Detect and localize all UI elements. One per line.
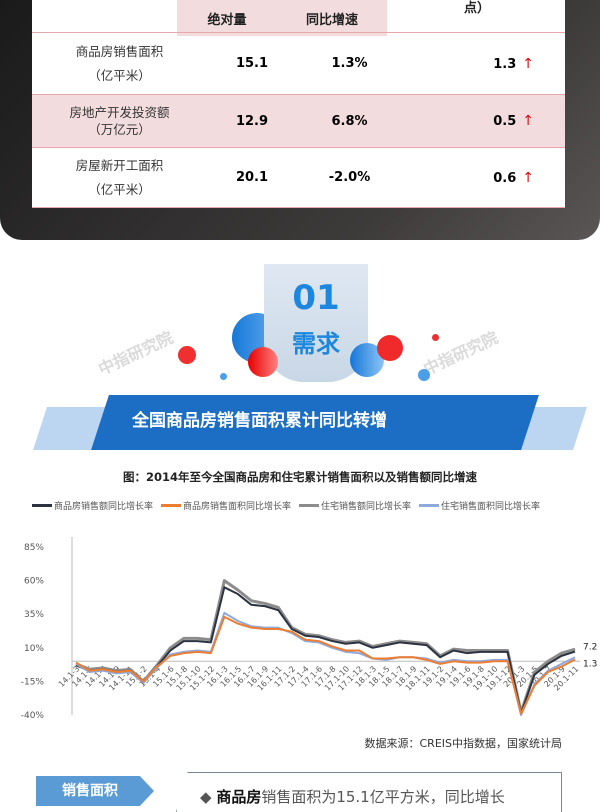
row-unit: （亿平米） <box>88 181 151 197</box>
watermark: 中指研究院 <box>95 327 176 379</box>
decor-ball <box>418 369 430 381</box>
tablet-frame: 绝对量 同比增速 点） 商品房销售面积 （亿平米） 15.1 1.3% 1.3 ↑ … <box>0 0 600 240</box>
row-growth: -2.0% <box>328 170 371 185</box>
legend-item: 住宅销售额同比增长率 <box>299 499 411 512</box>
y-tick-label: 60% <box>24 577 44 587</box>
stats-table: 绝对量 同比增速 点） 商品房销售面积 （亿平米） 15.1 1.3% 1.3 ↑ … <box>32 0 565 208</box>
y-tick-label: 85% <box>24 543 44 553</box>
row-growth: 1.3% <box>331 56 368 71</box>
row-unit: （亿平米） <box>88 67 151 83</box>
row-value: 20.1 <box>235 170 269 185</box>
decor-ball <box>377 335 403 361</box>
header-change: 点） <box>463 0 490 16</box>
section-label: 需求 <box>292 330 340 358</box>
series-line <box>75 615 576 715</box>
arrow-up-icon: ↑ <box>522 169 534 186</box>
decor-ball <box>248 347 278 377</box>
row-change: 1.3 <box>493 56 517 72</box>
row-name: 房地产开发投资额 <box>69 105 170 120</box>
header-growth: 同比增速 <box>277 0 387 36</box>
data-source: 数据来源：CREIS中指数据，国家统计局 <box>364 737 563 750</box>
table-row: 房屋新开工面积 （亿平米） 20.1 -2.0% 0.6 ↑ <box>32 147 565 208</box>
row-name: 商品房销售面积 <box>75 43 164 59</box>
row-value: 15.1 <box>235 56 269 71</box>
line-chart: 85%60%35%10%-15%-40%14.1-314.1-514.1-714… <box>21 537 597 721</box>
section-banner-title: 全国商品房销售面积累计同比转增 <box>132 411 387 431</box>
decor-ball <box>432 334 439 341</box>
legend-item: 住宅销售面积同比增长率 <box>419 499 540 512</box>
row-change: 0.5 <box>493 114 517 129</box>
chart-title: 图：2014年至今全国商品房和住宅累计销售面积以及销售额同比增速 <box>122 470 477 484</box>
table-row: 商品房销售面积 （亿平米） 15.1 1.3% 1.3 ↑ <box>32 32 565 94</box>
chart-legend: 商品房销售额同比增长率 商品房销售面积同比增长率 住宅销售额同比增长率 住宅销售… <box>32 499 540 512</box>
end-label: 1.3 <box>583 659 597 669</box>
row-change: 0.6 <box>493 170 517 186</box>
table-row: 房地产开发投资额 （万亿元） 12.9 6.8% 0.5 ↑ <box>32 94 565 147</box>
y-tick-label: 35% <box>24 610 44 620</box>
row-unit: （万亿元） <box>88 122 151 137</box>
arrow-up-icon: ↑ <box>522 55 534 72</box>
legend-item: 商品房销售面积同比增长率 <box>161 499 291 512</box>
section-header: 中指研究院 中指研究院 01 需求 全国商品房销售面积累计同比转增 <box>0 255 600 465</box>
row-growth: 6.8% <box>331 113 368 129</box>
y-tick-label: 10% <box>24 644 44 654</box>
header-absolute: 绝对量 <box>177 0 277 36</box>
decor-ball <box>178 346 196 364</box>
tab-sales-area[interactable]: 销售面积 <box>36 776 154 806</box>
summary-text: ◆ 商品房销售面积为15.1亿平方米，同比增长 <box>200 788 505 806</box>
decor-ball <box>220 373 227 380</box>
end-label: 7.2 <box>583 643 597 653</box>
y-tick-label: -40% <box>21 711 45 721</box>
row-value: 12.9 <box>235 113 269 129</box>
legend-item: 商品房销售额同比增长率 <box>32 499 153 512</box>
series-line <box>75 611 576 716</box>
series-line <box>75 579 576 714</box>
row-name: 房屋新开工面积 <box>75 157 164 173</box>
watermark: 中指研究院 <box>420 327 501 379</box>
arrow-up-icon: ↑ <box>522 113 534 129</box>
y-tick-label: -15% <box>21 677 45 687</box>
section-number: 01 <box>292 278 340 318</box>
